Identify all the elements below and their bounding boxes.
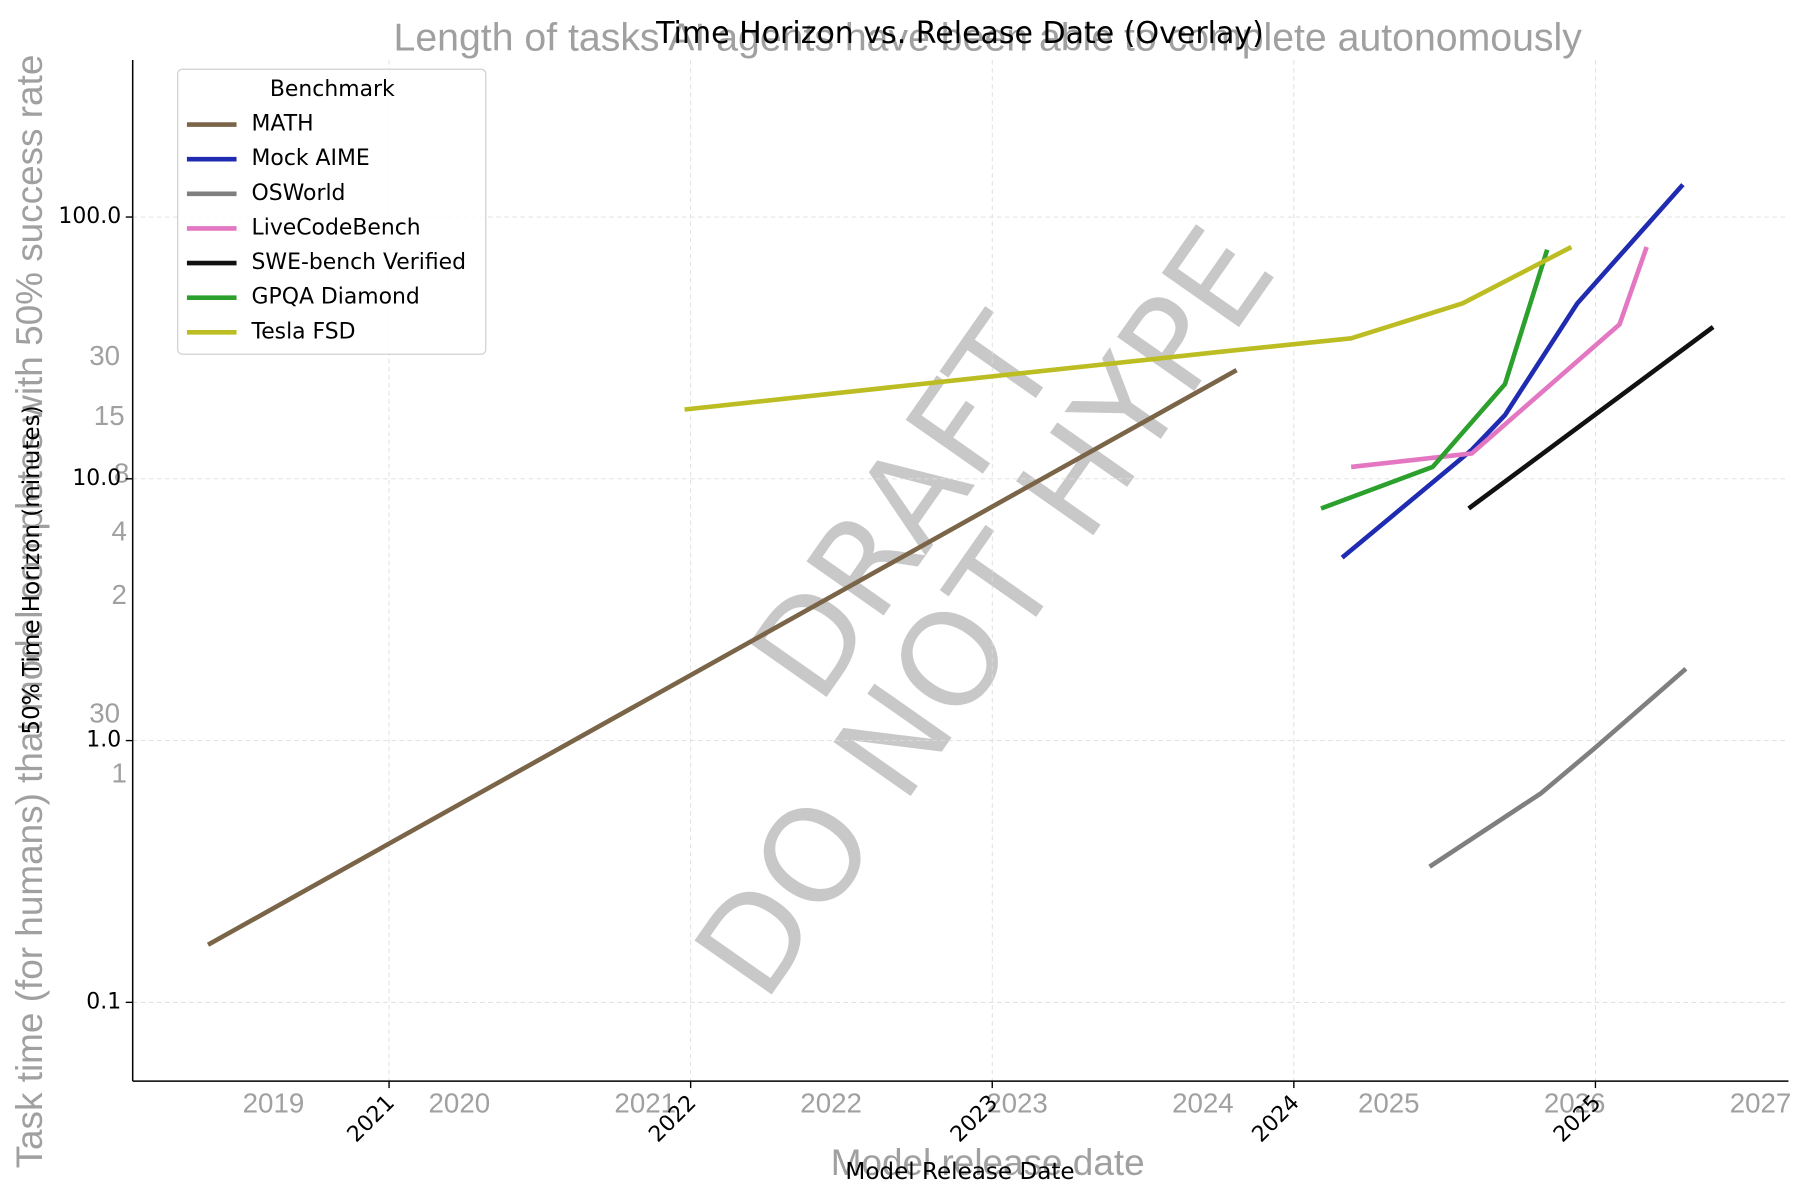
chart-title: Time Horizon vs. Release Date (Overlay) — [655, 16, 1264, 51]
legend-label: SWE-bench Verified — [252, 250, 467, 275]
background-x-tick: 2024 — [1172, 1088, 1234, 1119]
y-tick-label: 100.0 — [58, 204, 121, 229]
legend-label: GPQA Diamond — [252, 285, 420, 310]
y-tick-label: 10.0 — [72, 466, 121, 491]
background-x-tick: 2020 — [429, 1088, 491, 1119]
watermark: DRAFT DO NOT HYPE — [667, 202, 1304, 1022]
series-line — [1340, 183, 1685, 560]
series-line — [1350, 246, 1649, 470]
series-line — [1320, 249, 1550, 511]
background-y-tick: 30 — [89, 698, 120, 729]
legend-label: OSWorld — [252, 181, 346, 206]
background-x-tick: 2027 — [1730, 1088, 1792, 1119]
series-line — [1428, 667, 1688, 869]
background-y-tick: 30 — [89, 340, 120, 371]
background-y-tick: 8 — [114, 458, 129, 489]
background-x-label: Model release date — [831, 1142, 1145, 1183]
background-x-tick: 2019 — [243, 1088, 305, 1119]
x-axis-label: Model Release Date — [845, 1159, 1074, 1185]
background-x-tick: 2026 — [1544, 1088, 1606, 1119]
y-tick-label: 1.0 — [86, 728, 121, 753]
series-line — [684, 244, 1573, 412]
y-tick-label: 0.1 — [86, 989, 121, 1014]
x-tick-label: 2024 — [1248, 1090, 1305, 1147]
legend-title: Benchmark — [270, 77, 395, 102]
background-title: Length of tasks AI agents have been able… — [394, 16, 1583, 60]
legend: Benchmark MATH Mock AIME OSWorld LiveCodeBe… — [177, 68, 487, 355]
legend-label: Tesla FSD — [251, 319, 356, 344]
background-y-tick: 4 — [112, 515, 127, 546]
legend-label: LiveCodeBench — [252, 215, 421, 240]
legend-label: Mock AIME — [252, 146, 370, 171]
background-x-tick: 2021 — [614, 1088, 676, 1119]
background-y-tick: 15 — [94, 400, 125, 431]
legend-box — [177, 68, 487, 355]
y-axis-label: 50% Time Horizon (minutes) — [19, 405, 45, 734]
background-y-tick: 1 — [112, 758, 127, 789]
background-chart: Length of tasks AI agents have been able… — [9, 16, 1791, 1183]
series-line — [206, 368, 1238, 947]
background-x-tick: 2025 — [1358, 1088, 1420, 1119]
background-y-tick: 2 — [112, 579, 127, 610]
background-x-tick: 2022 — [800, 1088, 862, 1119]
legend-label: MATH — [252, 112, 314, 137]
series-line — [1467, 325, 1715, 511]
x-tick-label: 2021 — [343, 1090, 400, 1147]
background-y-label: Task time (for humans) that model comple… — [9, 55, 50, 1169]
background-x-tick: 2023 — [986, 1088, 1048, 1119]
